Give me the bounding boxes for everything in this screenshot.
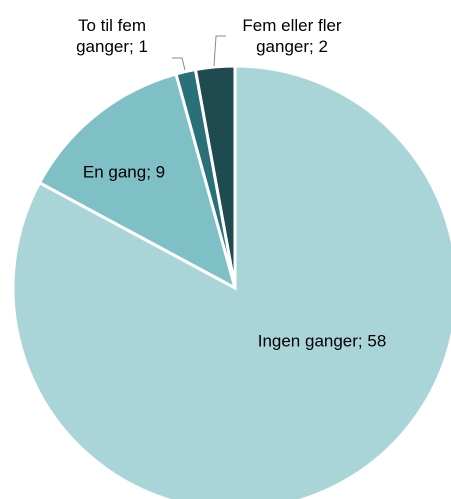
- data-label: Fem eller fler ganger; 2: [242, 16, 342, 56]
- pie-slice: [11, 64, 451, 499]
- data-label: En gang; 9: [82, 162, 166, 182]
- leader-line: [172, 57, 186, 71]
- leader-line: [213, 35, 226, 67]
- pie-slice: [37, 72, 238, 291]
- data-label: Ingen ganger; 58: [257, 331, 387, 351]
- data-label: To til fem ganger; 1: [76, 16, 148, 56]
